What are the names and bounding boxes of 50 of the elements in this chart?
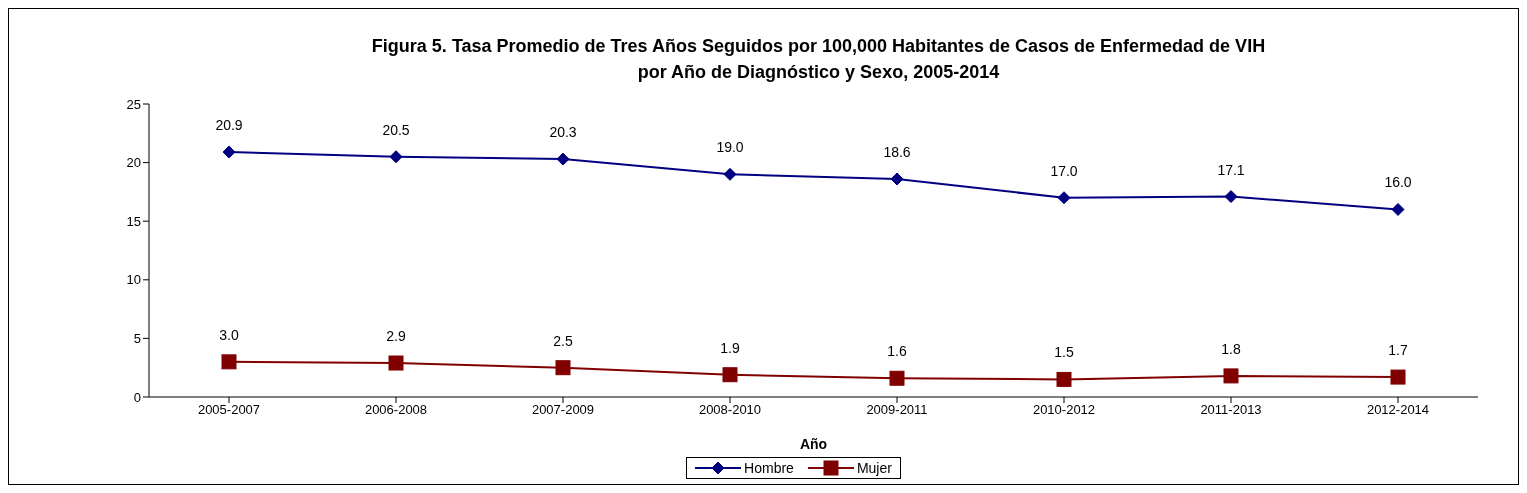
data-label: 17.1 — [1217, 161, 1245, 178]
data-label: 1.7 — [1388, 342, 1408, 359]
x-tick-label: 2010-2012 — [1032, 402, 1096, 418]
point — [555, 360, 571, 376]
x-tick-label: 2009-2011 — [866, 402, 928, 418]
point — [388, 355, 404, 371]
point — [1056, 371, 1072, 387]
data-label: 20.9 — [215, 117, 243, 134]
x-tick-label: 2008-2010 — [698, 402, 762, 418]
data-label: 20.3 — [549, 124, 577, 141]
x-tick-label: 2007-2009 — [531, 402, 595, 418]
point — [389, 150, 403, 164]
x-tick-label: 2012-2014 — [1366, 402, 1430, 418]
data-label: 1.8 — [1221, 340, 1241, 357]
point — [722, 367, 738, 383]
point — [889, 370, 905, 386]
y-tick-label: 25 — [126, 96, 141, 112]
data-label: 2.5 — [553, 332, 573, 349]
data-label: 1.9 — [720, 339, 740, 356]
point — [1224, 190, 1238, 204]
data-label: 17.0 — [1050, 162, 1078, 179]
data-label: 1.5 — [1054, 344, 1074, 361]
point — [556, 152, 570, 166]
data-label: 18.6 — [883, 144, 911, 161]
legend-label: Hombre — [743, 460, 794, 476]
data-label: 3.0 — [219, 326, 239, 343]
x-tick-label: 2011-2013 — [1200, 402, 1262, 418]
data-label: 1.6 — [887, 343, 907, 360]
legend-label: Mujer — [855, 460, 892, 476]
y-tick-label: 20 — [126, 155, 141, 171]
point — [1057, 191, 1071, 205]
chart-title: Figura 5. Tasa Promedio de Tres Años Seguidos por 100,000 Habitantes de Casos de Enfermedad de VIH por Año de Diagnóstico y Sexo, 2005-2014 — [370, 35, 1267, 84]
x-tick-label: 2006-2008 — [364, 402, 428, 418]
point — [222, 145, 236, 159]
data-label: 2.9 — [386, 328, 406, 345]
point — [723, 167, 737, 181]
y-tick-label: 15 — [126, 213, 141, 229]
point — [221, 354, 237, 370]
data-label: 16.0 — [1384, 174, 1412, 191]
point — [1223, 368, 1239, 384]
y-tick-label: 10 — [126, 272, 141, 288]
data-label: 19.0 — [716, 139, 744, 156]
point — [890, 172, 904, 186]
x-tick-label: 2005-2007 — [197, 402, 261, 418]
x-axis-title: Año — [799, 436, 828, 452]
point — [1390, 369, 1406, 385]
y-tick-label: 0 — [133, 389, 141, 405]
data-label: 20.5 — [382, 121, 410, 138]
y-tick-label: 5 — [133, 331, 141, 347]
point — [1391, 202, 1405, 216]
